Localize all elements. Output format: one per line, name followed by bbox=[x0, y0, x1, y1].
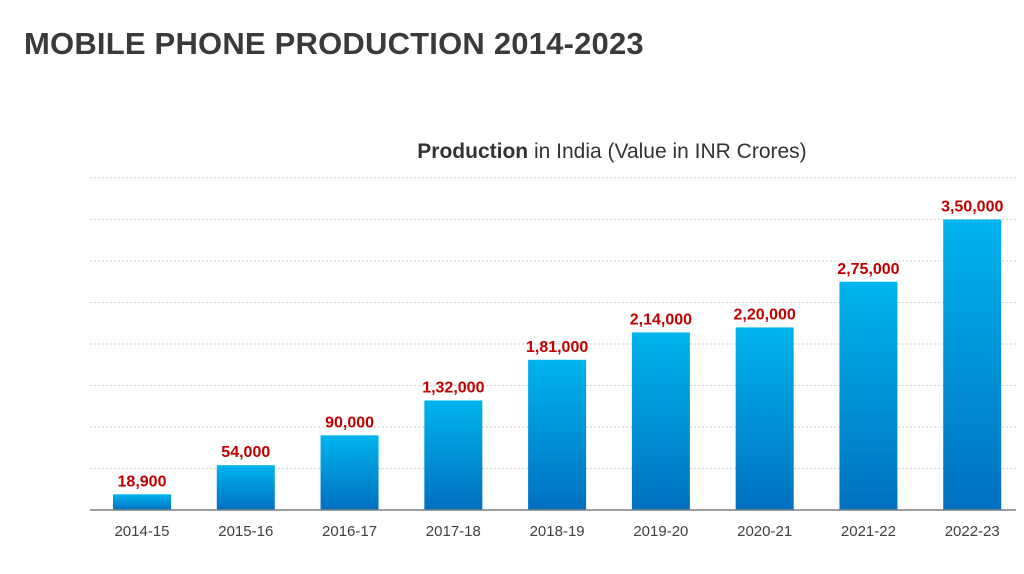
x-tick-label: 2014-15 bbox=[114, 523, 169, 540]
bar-2020-21 bbox=[735, 327, 794, 510]
x-tick-labels: 2014-15 2015-16 2016-17 2017-18 2018-19 2019-… bbox=[114, 523, 999, 540]
bar-2019-20 bbox=[631, 332, 690, 510]
value-label: 2,75,000 bbox=[837, 261, 899, 278]
bar-2022-23 bbox=[943, 219, 1002, 510]
bars bbox=[113, 219, 1002, 510]
x-tick-label: 2015-16 bbox=[218, 523, 273, 540]
value-labels: 18,900 54,000 90,000 1,32,000 1,81,000 2,14,0… bbox=[118, 199, 1004, 491]
value-label: 1,81,000 bbox=[526, 339, 588, 356]
x-tick-label: 2021-22 bbox=[841, 523, 896, 540]
bar-2016-17 bbox=[320, 435, 379, 510]
value-label: 18,900 bbox=[118, 473, 167, 490]
bar-2014-15 bbox=[113, 494, 171, 510]
chart-title-bold: Production bbox=[417, 140, 528, 163]
value-label: 3,50,000 bbox=[941, 199, 1003, 216]
bar-2017-18 bbox=[424, 400, 483, 510]
chart-title: Production in India (Value in INR Crores… bbox=[417, 140, 806, 163]
x-tick-label: 2020-21 bbox=[737, 523, 792, 540]
value-label: 2,20,000 bbox=[734, 306, 796, 323]
x-tick-label: 2017-18 bbox=[426, 523, 481, 540]
x-tick-label: 2016-17 bbox=[322, 523, 377, 540]
bar-2015-16 bbox=[216, 465, 275, 510]
value-label: 2,14,000 bbox=[630, 311, 692, 328]
value-label: 54,000 bbox=[221, 444, 270, 461]
x-tick-label: 2019-20 bbox=[633, 523, 688, 540]
page-title: MOBILE PHONE PRODUCTION 2014-2023 bbox=[24, 26, 644, 61]
value-label: 1,32,000 bbox=[422, 379, 484, 396]
bar-2018-19 bbox=[528, 359, 587, 510]
bar-2021-22 bbox=[839, 281, 898, 510]
x-tick-label: 2018-19 bbox=[530, 523, 585, 540]
value-label: 90,000 bbox=[325, 414, 374, 431]
chart-title-rest: in India (Value in INR Crores) bbox=[528, 140, 807, 163]
x-tick-label: 2022-23 bbox=[945, 523, 1000, 540]
